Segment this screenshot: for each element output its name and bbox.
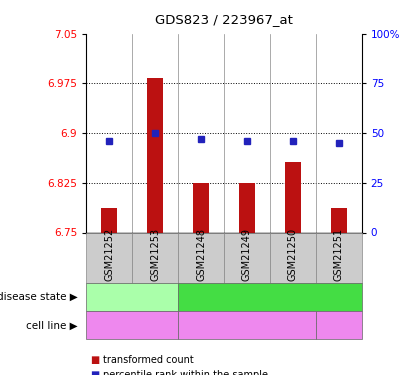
Bar [285,162,301,232]
Text: GSM21252: GSM21252 [104,227,114,280]
Text: ■: ■ [90,355,100,365]
Text: transformed count: transformed count [103,355,194,365]
Text: cell line ▶: cell line ▶ [26,320,78,330]
Text: GDS823 / 223967_at: GDS823 / 223967_at [155,13,293,26]
Text: GSM21251: GSM21251 [334,228,344,280]
Bar [193,183,209,232]
Text: percentile rank within the sample: percentile rank within the sample [103,370,268,375]
Bar [101,208,117,232]
Bar [331,208,347,232]
Bar [147,78,163,232]
Text: GSM21248: GSM21248 [196,228,206,280]
Text: mammary
epithelium: mammary epithelium [108,316,157,335]
Text: normal: normal [113,292,152,302]
Text: cancer: cancer [251,292,289,302]
Text: GSM21249: GSM21249 [242,228,252,280]
Text: GSM21250: GSM21250 [288,228,298,280]
Text: GSM21253: GSM21253 [150,228,160,280]
Text: ■: ■ [90,370,100,375]
Text: disease state ▶: disease state ▶ [0,292,78,302]
Text: HCC 1954: HCC 1954 [314,320,363,330]
Bar [239,183,255,232]
Text: MDA-MB-436: MDA-MB-436 [215,320,278,330]
